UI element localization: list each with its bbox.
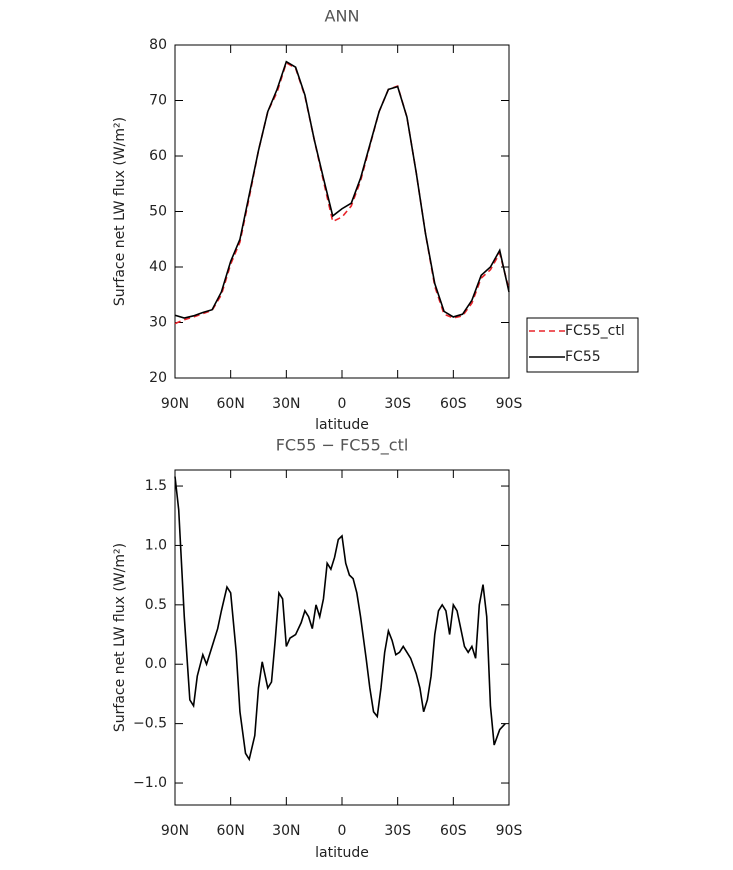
- x-tick-label: 60S: [440, 823, 467, 839]
- x-axis-label: latitude: [315, 845, 369, 861]
- y-axis-label: Surface net LW flux (W/m²): [112, 117, 128, 306]
- x-tick-label: 30S: [384, 396, 411, 412]
- x-axis-label: latitude: [315, 417, 369, 433]
- y-tick-label: 1.5: [145, 478, 167, 494]
- y-tick-label: 80: [149, 37, 167, 53]
- y-tick-label: 40: [149, 259, 167, 275]
- y-tick-label: 60: [149, 148, 167, 164]
- y-tick-label: 50: [149, 204, 167, 220]
- data-line: [174, 476, 506, 762]
- data-line: [174, 60, 510, 319]
- x-tick-label: 0: [338, 823, 347, 839]
- data-line: [174, 61, 510, 325]
- y-tick-label: 70: [149, 93, 167, 109]
- x-tick-label: 0: [338, 396, 347, 412]
- y-tick-label: 0.5: [145, 597, 167, 613]
- legend-box: [526, 317, 639, 373]
- x-tick-label: 30N: [272, 396, 300, 412]
- legend-label: FC55_ctl: [565, 323, 625, 339]
- y-axis-label: Surface net LW flux (W/m²): [112, 543, 128, 732]
- x-tick-label: 90S: [496, 823, 523, 839]
- legend: FC55_ctl FC55: [526, 317, 639, 373]
- y-tick-label: 30: [149, 315, 167, 331]
- plot-frame: [174, 44, 510, 379]
- x-tick-label: 90N: [161, 396, 189, 412]
- x-tick-label: 90N: [161, 823, 189, 839]
- y-tick-label: −0.5: [133, 716, 167, 732]
- legend-label: FC55: [565, 349, 601, 365]
- y-tick-label: 20: [149, 370, 167, 386]
- y-tick-label: −1.0: [133, 775, 167, 791]
- y-tick-label: 0.0: [145, 656, 167, 672]
- x-tick-label: 90S: [496, 396, 523, 412]
- x-tick-label: 60N: [217, 823, 245, 839]
- x-tick-label: 30N: [272, 823, 300, 839]
- x-tick-label: 60S: [440, 396, 467, 412]
- chart-title: ANN: [325, 7, 360, 26]
- y-tick-label: 1.0: [145, 537, 167, 553]
- chart-title: FC55 − FC55_ctl: [276, 436, 409, 456]
- x-tick-label: 60N: [217, 396, 245, 412]
- plot-frame: [174, 469, 510, 806]
- x-tick-label: 30S: [384, 823, 411, 839]
